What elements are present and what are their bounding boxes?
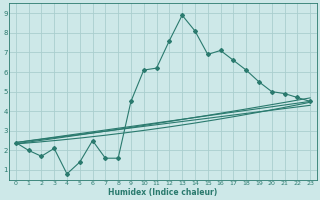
X-axis label: Humidex (Indice chaleur): Humidex (Indice chaleur) <box>108 188 218 197</box>
